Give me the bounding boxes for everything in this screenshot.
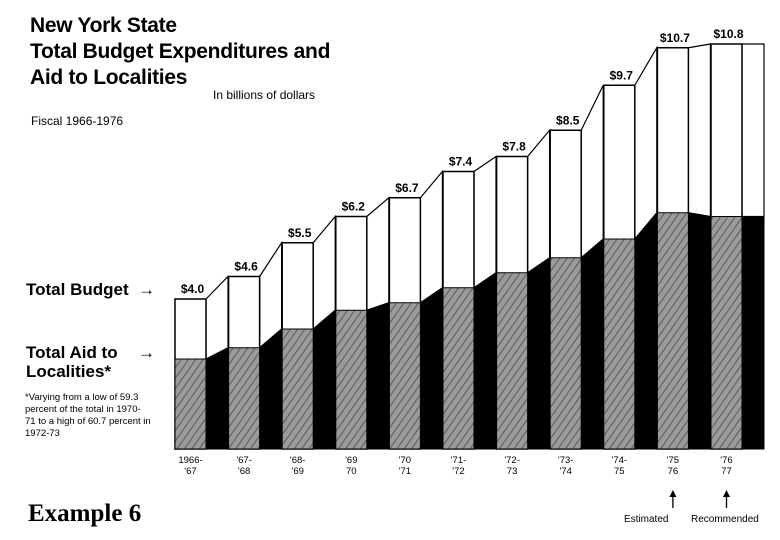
aid-side-face-8 xyxy=(634,211,658,450)
budget-value-label-10: $10.8 xyxy=(713,27,743,41)
category-label-5-line-0: '71- xyxy=(451,455,467,466)
budget-side-face-2 xyxy=(312,214,336,331)
budget-value-label-2: $5.5 xyxy=(288,226,312,240)
aid-bar-3 xyxy=(335,309,368,450)
aid-bar-7 xyxy=(549,257,582,450)
aid-side-face-2 xyxy=(312,309,336,450)
fiscal-range: Fiscal 1966-1976 xyxy=(31,114,124,128)
category-label-1-line-0: '67- xyxy=(236,455,252,466)
aid-side-face-5 xyxy=(473,271,497,450)
annotation-recommended: Recommended xyxy=(691,514,759,525)
budget-side-face-8 xyxy=(634,45,658,241)
aid-bar-2 xyxy=(281,328,314,450)
budget-value-label-7: $8.5 xyxy=(556,113,580,127)
budget-value-label-9: $10.7 xyxy=(660,31,690,45)
category-label-0-line-1: '67 xyxy=(184,466,196,477)
annotation-estimated: Estimated xyxy=(624,514,669,525)
category-label-6-line-0: '72- xyxy=(504,455,520,466)
category-label-3-line-0: '69 xyxy=(345,455,357,466)
category-label-10-line-1: 77 xyxy=(721,466,732,477)
footnote: *Varying from a low of 59.3 percent of t… xyxy=(25,392,151,439)
aid-bar-6 xyxy=(496,272,529,450)
aid-bar-8 xyxy=(603,238,636,450)
category-label-8-line-1: 75 xyxy=(614,466,625,477)
aid-side-face-10 xyxy=(741,216,765,450)
category-label-9-line-1: 76 xyxy=(668,466,679,477)
units-label: In billions of dollars xyxy=(213,88,316,102)
category-label-0-line-0: 1966- xyxy=(178,455,202,466)
legend-total-budget-arrow-icon: → xyxy=(138,280,155,299)
category-label-3-line-1: 70 xyxy=(346,466,357,477)
budget-side-face-0 xyxy=(205,275,229,360)
budget-value-label-8: $9.7 xyxy=(610,68,634,82)
budget-side-face-7 xyxy=(580,84,604,260)
budget-value-label-0: $4.0 xyxy=(181,282,205,296)
budget-value-label-1: $4.6 xyxy=(234,260,258,274)
aid-bar-10 xyxy=(710,216,743,450)
category-label-1-line-1: '68 xyxy=(238,466,250,477)
budget-side-face-10 xyxy=(741,43,765,218)
category-label-2-line-0: '68- xyxy=(290,455,306,466)
budget-value-label-6: $7.8 xyxy=(502,140,526,154)
chart-title-line-3: Aid to Localities xyxy=(30,66,188,89)
category-label-2-line-1: '69 xyxy=(292,466,304,477)
legend-total-aid-arrow-icon: → xyxy=(138,343,155,362)
budget-side-face-1 xyxy=(259,240,283,350)
aid-side-face-7 xyxy=(580,237,604,450)
budget-side-face-3 xyxy=(366,196,390,312)
category-label-5-line-1: '72 xyxy=(452,466,464,477)
aid-bar-0 xyxy=(174,358,207,450)
aid-side-face-1 xyxy=(259,327,283,450)
category-label-8-line-0: '74- xyxy=(612,455,628,466)
annotation-arrow-head-0 xyxy=(669,490,677,497)
category-label-4-line-0: '70 xyxy=(399,455,411,466)
category-label-4-line-1: '71 xyxy=(399,466,411,477)
aid-side-face-4 xyxy=(419,286,443,450)
chart-title-line-1: New York State xyxy=(30,14,177,37)
budget-value-label-3: $6.2 xyxy=(342,200,366,214)
annotation-arrow-head-1 xyxy=(723,490,730,497)
aid-bar-9 xyxy=(656,212,689,450)
legend-total-aid-text: Total Aid to Localities* xyxy=(26,343,118,381)
budget-side-face-4 xyxy=(419,169,443,304)
example-caption: Example 6 xyxy=(28,500,142,527)
category-label-7-line-1: '74 xyxy=(560,466,572,477)
budget-side-face-9 xyxy=(687,43,712,218)
aid-side-face-3 xyxy=(366,302,390,450)
chart-title-line-2: Total Budget Expenditures and xyxy=(30,40,331,63)
aid-bar-4 xyxy=(388,302,421,450)
category-label-6-line-1: 73 xyxy=(507,466,518,477)
budget-side-face-5 xyxy=(473,155,497,289)
legend-total-aid: Total Aid to Localities* xyxy=(26,343,141,381)
aid-side-face-6 xyxy=(527,256,551,450)
aid-bar-5 xyxy=(442,287,475,450)
category-label-10-line-0: '76 xyxy=(720,455,732,466)
budget-side-face-6 xyxy=(526,128,551,274)
budget-value-label-5: $7.4 xyxy=(449,155,473,169)
budget-value-label-4: $6.7 xyxy=(395,181,419,195)
category-label-7-line-0: '73- xyxy=(558,455,574,466)
legend-total-budget: Total Budget xyxy=(26,280,129,299)
aid-side-face-9 xyxy=(687,212,711,450)
aid-bar-1 xyxy=(228,347,261,450)
category-label-9-line-0: '75 xyxy=(667,455,679,466)
aid-side-face-0 xyxy=(205,346,229,450)
